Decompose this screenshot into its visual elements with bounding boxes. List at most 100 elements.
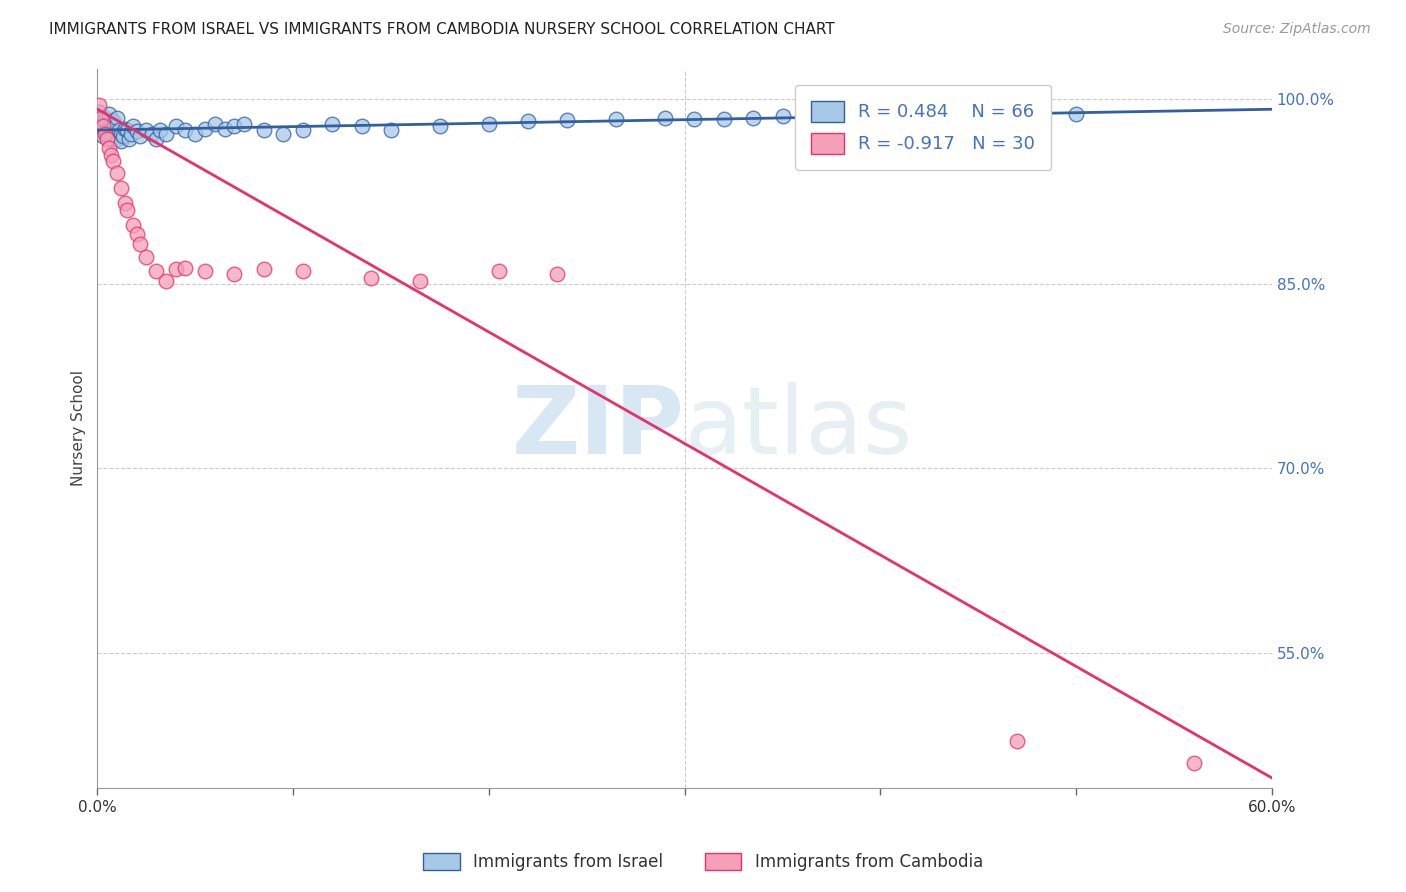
Point	[253, 261, 276, 276]
Point	[90, 111, 112, 125]
Point	[111, 129, 134, 144]
Point	[772, 110, 794, 124]
Point	[291, 264, 314, 278]
Point	[110, 134, 132, 148]
Point	[101, 153, 124, 168]
Point	[121, 120, 143, 134]
Point	[89, 98, 111, 112]
Point	[105, 166, 128, 180]
Point	[194, 264, 217, 278]
Point	[121, 218, 143, 232]
Point	[800, 110, 823, 124]
Point	[100, 131, 122, 145]
Point	[605, 112, 627, 126]
Point	[100, 123, 122, 137]
Point	[165, 261, 187, 276]
Point	[174, 123, 197, 137]
Point	[1007, 107, 1029, 121]
Point	[115, 123, 138, 137]
Point	[108, 123, 131, 137]
Point	[115, 202, 138, 217]
Point	[114, 121, 136, 136]
Point	[233, 117, 256, 131]
Point	[105, 111, 128, 125]
Point	[409, 274, 432, 288]
Point	[90, 123, 112, 137]
Text: ZIP: ZIP	[512, 382, 685, 475]
Point	[478, 117, 501, 131]
Point	[120, 127, 142, 141]
Point	[546, 267, 568, 281]
Point	[155, 127, 177, 141]
Point	[517, 114, 540, 128]
Point	[1064, 107, 1087, 121]
Point	[898, 108, 921, 122]
Point	[141, 127, 163, 141]
Point	[967, 107, 990, 121]
Point	[110, 127, 132, 141]
Point	[555, 113, 578, 128]
Point	[713, 112, 735, 126]
Point	[321, 117, 343, 131]
Point	[100, 147, 122, 161]
Point	[96, 127, 118, 141]
Point	[928, 108, 950, 122]
Point	[429, 120, 451, 134]
Point	[253, 123, 276, 137]
Point	[380, 123, 402, 137]
Y-axis label: Nursery School: Nursery School	[72, 370, 86, 486]
Point	[129, 237, 152, 252]
Point	[96, 117, 118, 131]
Point	[98, 107, 121, 121]
Point	[224, 120, 246, 134]
Point	[184, 127, 207, 141]
Point	[1007, 734, 1029, 748]
Legend: Immigrants from Israel, Immigrants from Cambodia: Immigrants from Israel, Immigrants from …	[415, 845, 991, 880]
Point	[94, 111, 117, 125]
Point	[273, 127, 295, 141]
Point	[174, 260, 197, 275]
Point	[125, 124, 148, 138]
Point	[101, 127, 124, 141]
Point	[683, 112, 706, 126]
Point	[135, 250, 157, 264]
Point	[114, 195, 136, 210]
Point	[96, 131, 118, 145]
Point	[742, 111, 765, 125]
Point	[125, 227, 148, 242]
Point	[98, 141, 121, 155]
Point	[118, 131, 141, 145]
Point	[155, 274, 177, 288]
Point	[94, 123, 117, 137]
Point	[101, 114, 124, 128]
Point	[214, 121, 236, 136]
Point	[224, 267, 246, 281]
Point	[350, 120, 373, 134]
Point	[129, 129, 152, 144]
Point	[90, 111, 112, 125]
Point	[291, 123, 314, 137]
Point	[105, 131, 128, 145]
Text: IMMIGRANTS FROM ISRAEL VS IMMIGRANTS FROM CAMBODIA NURSERY SCHOOL CORRELATION CH: IMMIGRANTS FROM ISRAEL VS IMMIGRANTS FRO…	[49, 22, 835, 37]
Point	[839, 110, 862, 124]
Point	[145, 131, 167, 145]
Point	[654, 111, 676, 125]
Text: atlas: atlas	[685, 382, 912, 475]
Point	[145, 264, 167, 278]
Point	[488, 264, 510, 278]
Point	[91, 129, 114, 144]
Legend: R = 0.484    N = 66, R = -0.917   N = 30: R = 0.484 N = 66, R = -0.917 N = 30	[796, 85, 1052, 169]
Point	[165, 120, 187, 134]
Point	[89, 104, 111, 119]
Point	[91, 120, 114, 134]
Point	[204, 117, 226, 131]
Point	[94, 127, 117, 141]
Text: Source: ZipAtlas.com: Source: ZipAtlas.com	[1223, 22, 1371, 37]
Point	[98, 120, 121, 134]
Point	[149, 123, 172, 137]
Point	[135, 123, 157, 137]
Point	[1182, 756, 1205, 771]
Point	[360, 270, 382, 285]
Point	[91, 117, 114, 131]
Point	[104, 120, 127, 134]
